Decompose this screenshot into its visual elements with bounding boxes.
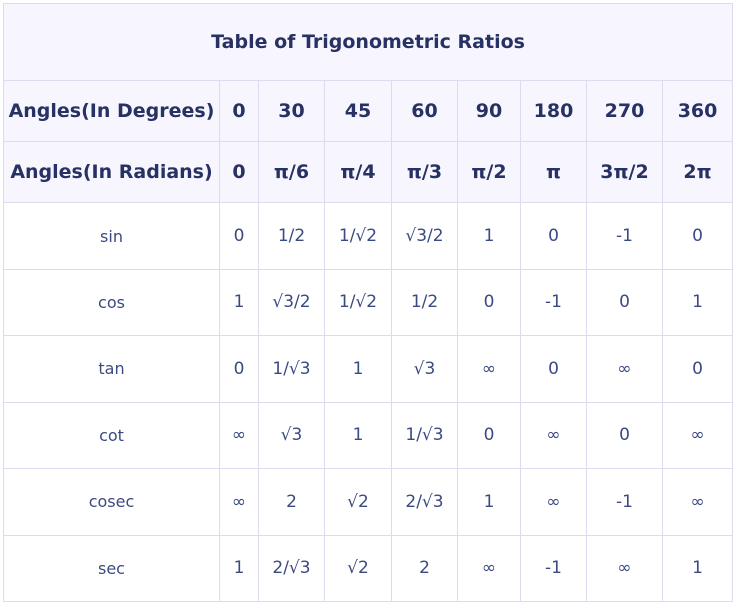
- table-cell: ∞: [520, 468, 587, 536]
- table-cell: √3: [258, 401, 325, 470]
- table-cell: 0: [586, 401, 663, 470]
- table-cell: 270: [586, 79, 663, 142]
- table-row-tan: tan 0 1/√3 1 √3 ∞ 0 ∞ 0: [3, 335, 734, 403]
- table-cell: 1: [661, 268, 734, 337]
- table-cell: ∞: [661, 468, 734, 536]
- table-cell: ∞: [219, 468, 259, 536]
- table-cell: 0: [457, 401, 521, 470]
- row-label: cos: [3, 268, 220, 337]
- header-row-radians: Angles(In Radians) 0 π/6 π/4 π/3 π/2 π 3…: [3, 140, 734, 204]
- table-cell: 3π/2: [586, 140, 663, 204]
- table-cell: √3: [391, 335, 458, 403]
- table-title: Table of Trigonometric Ratios: [2, 3, 734, 81]
- table-cell: 0: [520, 202, 587, 270]
- table-cell: 0: [219, 335, 259, 403]
- table-cell: √2: [324, 468, 392, 536]
- row-label: Angles(In Degrees): [3, 79, 220, 142]
- table-row-cosec: cosec ∞ 2 √2 2/√3 1 ∞ -1 ∞: [3, 468, 734, 536]
- table-cell: 1: [324, 401, 392, 470]
- table-cell: √2: [324, 534, 392, 602]
- table-cell: 1: [661, 534, 734, 602]
- row-label: sec: [3, 534, 220, 602]
- table-cell: ∞: [520, 401, 587, 470]
- table-cell: √3/2: [391, 202, 458, 270]
- table-row-cos: cos 1 √3/2 1/√2 1/2 0 -1 0 1: [3, 268, 734, 337]
- table-cell: 0: [219, 79, 259, 142]
- table-cell: 2/√3: [258, 534, 325, 602]
- trig-ratio-table: Table of Trigonometric Ratios Angles(In …: [2, 3, 734, 602]
- table-cell: ∞: [586, 335, 663, 403]
- table-cell: 1/2: [258, 202, 325, 270]
- row-label: Angles(In Radians): [3, 140, 220, 204]
- table-cell: 0: [520, 335, 587, 403]
- table-cell: 1: [457, 468, 521, 536]
- table-cell: 1/√2: [324, 202, 392, 270]
- table-cell: 1: [324, 335, 392, 403]
- table-cell: 1: [219, 268, 259, 337]
- table-cell: π/6: [258, 140, 325, 204]
- table-cell: 1: [457, 202, 521, 270]
- table-cell: 1: [219, 534, 259, 602]
- row-label: cot: [3, 401, 220, 470]
- table-row-sin: sin 0 1/2 1/√2 √3/2 1 0 -1 0: [3, 202, 734, 270]
- table-cell: 0: [219, 140, 259, 204]
- table-cell: 1/√2: [324, 268, 392, 337]
- table-cell: 2/√3: [391, 468, 458, 536]
- row-label: cosec: [3, 468, 220, 536]
- table-cell: ∞: [457, 335, 521, 403]
- table-cell: 1/√3: [258, 335, 325, 403]
- table-body: Table of Trigonometric Ratios Angles(In …: [2, 3, 734, 602]
- table-cell: -1: [586, 468, 663, 536]
- row-label: sin: [3, 202, 220, 270]
- table-cell: 360: [661, 79, 734, 142]
- table-cell: 0: [219, 202, 259, 270]
- table-cell: 60: [391, 79, 458, 142]
- table-cell: 2: [258, 468, 325, 536]
- table-cell: ∞: [661, 401, 734, 470]
- table-cell: -1: [520, 534, 587, 602]
- table-cell: 45: [324, 79, 392, 142]
- table-row-sec: sec 1 2/√3 √2 2 ∞ -1 ∞ 1: [3, 534, 734, 602]
- table-cell: 0: [586, 268, 663, 337]
- title-row: Table of Trigonometric Ratios: [2, 3, 734, 81]
- table-cell: -1: [520, 268, 587, 337]
- table-cell: ∞: [219, 401, 259, 470]
- table-cell: 0: [661, 335, 734, 403]
- table-cell: 1/2: [391, 268, 458, 337]
- table-cell: ∞: [457, 534, 521, 602]
- table-cell: 2: [391, 534, 458, 602]
- table-cell: 1/√3: [391, 401, 458, 470]
- row-label: tan: [3, 335, 220, 403]
- table-cell: π: [520, 140, 587, 204]
- table-cell: 0: [457, 268, 521, 337]
- table-row-cot: cot ∞ √3 1 1/√3 0 ∞ 0 ∞: [3, 401, 734, 470]
- table-cell: 0: [661, 202, 734, 270]
- table-cell: π/4: [324, 140, 392, 204]
- table-cell: ∞: [586, 534, 663, 602]
- table-cell: √3/2: [258, 268, 325, 337]
- table-cell: π/2: [457, 140, 521, 204]
- table-cell: π/3: [391, 140, 458, 204]
- table-cell: 30: [258, 79, 325, 142]
- table-cell: 2π: [661, 140, 734, 204]
- table-cell: -1: [586, 202, 663, 270]
- header-row-degrees: Angles(In Degrees) 0 30 45 60 90 180 270…: [3, 79, 734, 142]
- table-cell: 90: [457, 79, 521, 142]
- table-cell: 180: [520, 79, 587, 142]
